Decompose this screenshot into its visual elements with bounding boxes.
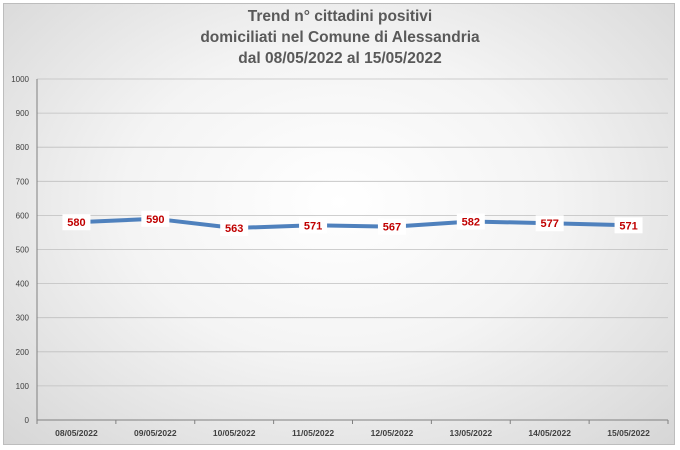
x-tick-label: 13/05/2022 xyxy=(450,428,493,438)
data-label-text: 590 xyxy=(146,214,164,226)
data-label-box xyxy=(535,215,564,232)
y-tick-label: 500 xyxy=(16,246,30,255)
chart-title: Trend n° cittadini positivi domiciliati … xyxy=(0,6,680,69)
data-label-text: 563 xyxy=(225,223,243,235)
x-tick-label: 15/05/2022 xyxy=(607,428,650,438)
x-tick-label: 12/05/2022 xyxy=(371,428,414,438)
y-axis: 0 100 200 300 400 500 600 700 800 900 1000 xyxy=(11,75,38,425)
y-tick-label: 400 xyxy=(16,280,30,289)
data-label: 571 xyxy=(299,217,328,234)
x-tick-label: 14/05/2022 xyxy=(528,428,571,438)
data-label-box xyxy=(299,217,328,234)
data-label: 577 xyxy=(535,215,564,232)
x-axis: 08/05/2022 09/05/2022 10/05/2022 11/05/2022… xyxy=(36,419,669,438)
y-tick-label: 1000 xyxy=(11,75,29,84)
y-tick-label: 100 xyxy=(16,382,30,391)
gridlines xyxy=(37,78,668,387)
data-labels: 580 590 563 571 567 582 577 571 xyxy=(62,210,643,237)
data-label-text: 580 xyxy=(67,217,85,229)
chart-title-line-3: dal 08/05/2022 al 15/05/2022 xyxy=(238,50,442,67)
y-tick-label: 0 xyxy=(25,416,30,425)
x-tick-label: 09/05/2022 xyxy=(134,428,177,438)
y-tick-label: 700 xyxy=(16,177,30,186)
x-tick-label: 11/05/2022 xyxy=(292,428,334,438)
data-label: 590 xyxy=(141,210,170,227)
y-tick-label: 600 xyxy=(16,211,30,220)
data-label-box xyxy=(614,217,643,234)
data-label-box xyxy=(377,218,406,235)
data-label-box xyxy=(141,210,170,227)
y-tick-label: 200 xyxy=(16,348,30,357)
chart-title-line-1: Trend n° cittadini positivi xyxy=(247,8,433,25)
y-tick-label: 900 xyxy=(16,109,30,118)
data-label-box xyxy=(456,213,485,230)
data-label: 571 xyxy=(614,217,643,234)
y-tick-label: 300 xyxy=(16,314,30,323)
data-label-text: 571 xyxy=(304,220,322,232)
data-label-box xyxy=(220,220,249,237)
data-label: 567 xyxy=(377,218,406,235)
x-tick-label: 10/05/2022 xyxy=(213,428,256,438)
data-label: 582 xyxy=(456,213,485,230)
y-tick-label: 800 xyxy=(16,143,30,152)
data-label: 580 xyxy=(62,214,91,231)
data-label-text: 582 xyxy=(462,217,480,229)
data-label: 563 xyxy=(220,220,249,237)
chart-title-line-2: domiciliati nel Comune di Alessandria xyxy=(200,29,480,46)
data-label-box xyxy=(62,214,91,231)
data-label-text: 571 xyxy=(619,220,637,232)
data-label-text: 577 xyxy=(541,218,559,230)
x-tick-label: 08/05/2022 xyxy=(55,428,98,438)
data-label-text: 567 xyxy=(383,222,401,234)
